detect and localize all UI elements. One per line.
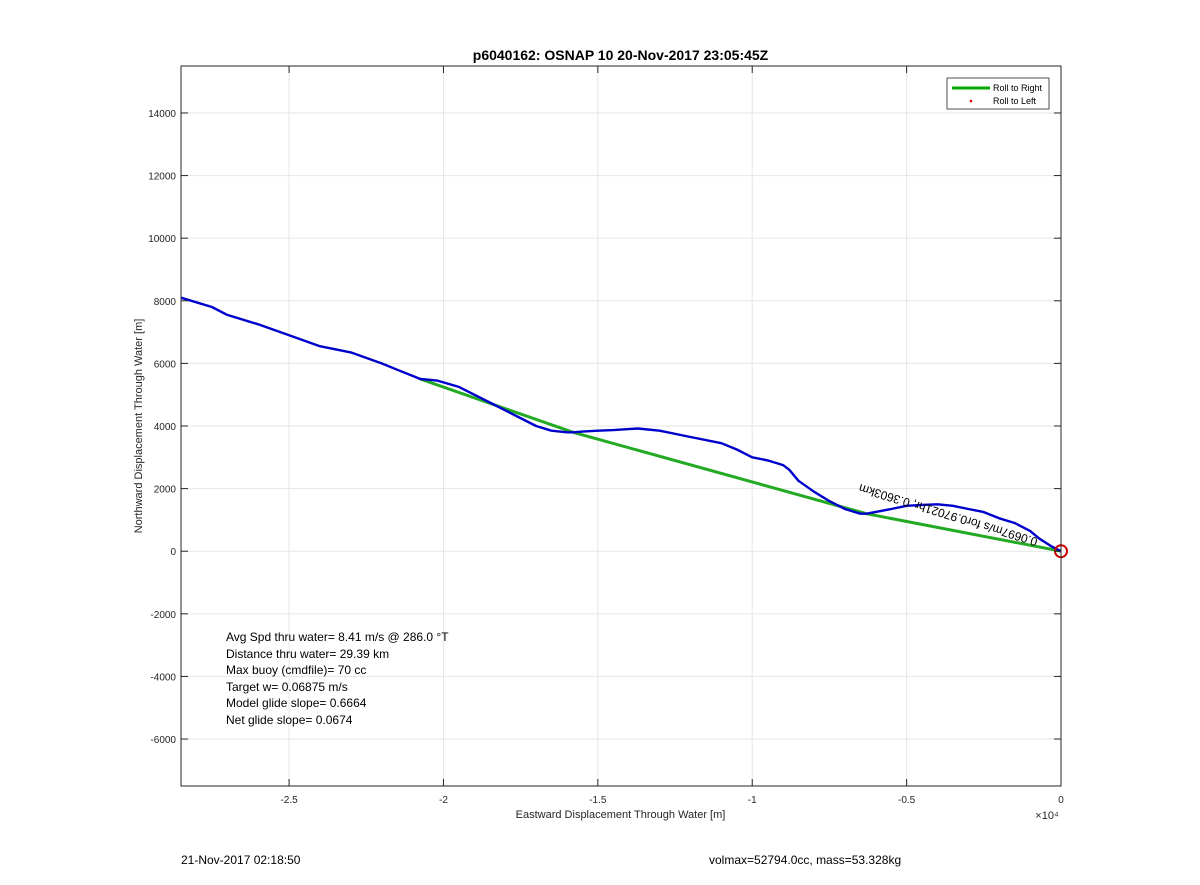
- chart-title: p6040162: OSNAP 10 20-Nov-2017 23:05:45Z: [473, 47, 769, 63]
- y-axis-label: Northward Displacement Through Water [m]: [133, 319, 145, 534]
- y-tick-label: -2000: [150, 610, 176, 621]
- legend-label-roll-right: Roll to Right: [993, 83, 1043, 93]
- y-tick-label: 0: [170, 547, 176, 558]
- footer-timestamp: 21-Nov-2017 02:18:50: [181, 853, 301, 867]
- x-tick-label: -1: [748, 795, 757, 806]
- stat-avg-speed: Avg Spd thru water= 8.41 m/s @ 286.0 °T: [226, 630, 449, 644]
- legend-label-roll-left: Roll to Left: [993, 96, 1037, 106]
- y-tick-label: 10000: [148, 234, 176, 245]
- y-tick-label: 8000: [154, 297, 177, 308]
- legend-box: [946, 77, 1050, 110]
- x-tick-label: 0: [1058, 795, 1064, 806]
- series-line-track: [181, 296, 1061, 553]
- y-tick-label: 6000: [154, 359, 177, 370]
- plot-area: 0.0697m/s for0.97021hr, 0.3603km -2.5 -2-…: [148, 65, 1068, 806]
- x-tick-label: -1.5: [589, 795, 607, 806]
- x-tick-label: -0.5: [898, 795, 916, 806]
- legend: Roll to Right Roll to Left: [946, 77, 1050, 110]
- y-tick-label: 4000: [154, 422, 177, 433]
- stat-net-glide: Net glide slope= 0.0674: [226, 713, 353, 727]
- stats-box: Avg Spd thru water= 8.41 m/s @ 286.0 °T …: [226, 630, 449, 727]
- x-tick-label: -2.5: [280, 795, 298, 806]
- legend-swatch-roll-left: [969, 99, 973, 103]
- y-tick-label: 14000: [148, 109, 176, 120]
- ticks: -2.5 -2 -1.5 -1 -0.5 0 -6000 -4000 -2000 0 2000 400…: [148, 66, 1064, 806]
- x-axis-label: Eastward Displacement Through Water [m]: [516, 809, 726, 821]
- x-tick-label: -2: [439, 795, 448, 806]
- y-tick-label: 2000: [154, 485, 177, 496]
- stat-distance: Distance thru water= 29.39 km: [226, 647, 389, 661]
- y-tick-label: -4000: [150, 672, 176, 683]
- y-tick-label: 12000: [148, 172, 176, 183]
- stat-max-buoy: Max buoy (cmdfile)= 70 cc: [226, 663, 366, 677]
- stat-target-w: Target w= 0.06875 m/s: [226, 680, 348, 694]
- footer-mass-info: volmax=52794.0cc, mass=53.328kg: [709, 853, 901, 867]
- y-tick-label: -6000: [150, 735, 176, 746]
- x-axis-multiplier: ×10⁴: [1035, 810, 1059, 822]
- stat-model-glide: Model glide slope= 0.6664: [226, 696, 367, 710]
